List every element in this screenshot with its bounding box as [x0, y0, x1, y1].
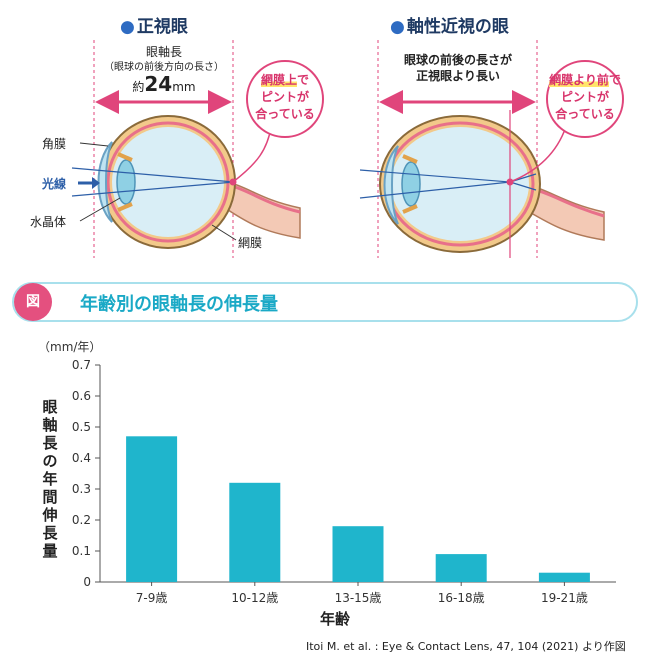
x-category-label: 10-12歳: [231, 591, 278, 605]
x-category-label: 7-9歳: [136, 591, 168, 605]
vitreous: [391, 127, 529, 241]
y-tick-label: 0: [83, 575, 91, 589]
myopic-eye-title: ● 軸性近視の眼: [390, 12, 509, 37]
normal-axial-length-label: 眼軸長 （眼球の前後方向の長さ） 約24mm: [94, 44, 234, 95]
vitreous: [112, 127, 224, 237]
light-label: 光線: [42, 177, 67, 191]
y-tick-label: 0.5: [72, 420, 91, 434]
normal-focus-callout: 網膜上で ピントが 合っている: [246, 60, 324, 138]
bar: [538, 572, 590, 582]
normal-eye: [71, 115, 301, 249]
x-axis-label: 年齢: [320, 610, 351, 628]
x-category-label: 19-21歳: [541, 591, 588, 605]
axial-length-note: （眼球の前後方向の長さ）: [104, 62, 224, 73]
ray-bottom: [71, 181, 235, 197]
x-category-label: 16-18歳: [438, 591, 485, 605]
y-tick-label: 0.7: [72, 358, 91, 372]
axial-length-value: 約24mm: [132, 72, 196, 96]
normal-eye-title: ● 正視眼: [120, 12, 188, 37]
cornea-label: 角膜: [42, 137, 67, 151]
y-tick-label: 0.2: [72, 513, 91, 527]
optic-nerve: [221, 181, 301, 239]
lens: [401, 161, 421, 207]
lens: [116, 159, 136, 205]
cornea: [97, 141, 113, 223]
lens-label: 水晶体: [30, 215, 67, 229]
bar: [126, 436, 178, 582]
bar: [332, 526, 384, 582]
ray-top: [71, 167, 235, 183]
y-tick-label: 0.3: [72, 482, 91, 496]
retina-label: 網膜: [238, 236, 263, 250]
myopic-focus-callout: 網膜より前で ピントが 合っている: [546, 60, 624, 138]
figure-badge: 図: [14, 283, 52, 321]
y-unit-label: （mm/年）: [38, 340, 102, 354]
bar: [229, 482, 281, 582]
myopic-axial-length-label: 眼球の前後の長さが 正視眼より長い: [378, 52, 538, 84]
section-title: 年齢別の眼軸長の伸長量: [80, 294, 278, 315]
myopic-eye: [359, 110, 605, 258]
y-tick-label: 0.1: [72, 544, 91, 558]
cornea: [383, 145, 399, 225]
y-axis-label: 眼軸長の年間伸長量: [42, 398, 58, 560]
measure-line-1: 眼球の前後の長さが: [403, 53, 512, 67]
y-tick-label: 0.4: [72, 451, 91, 465]
source-credit: Itoi M. et al. : Eye & Contact Lens, 47,…: [306, 640, 626, 653]
title-bullet: ●: [120, 17, 135, 37]
bar: [435, 554, 487, 582]
measure-line-2: 正視眼より長い: [416, 69, 500, 83]
eye-diagram: [71, 40, 605, 258]
axial-length-title: 眼軸長: [145, 45, 182, 59]
section-banner: [12, 282, 638, 322]
optic-nerve: [525, 185, 605, 241]
title-text: 正視眼: [136, 17, 188, 37]
title-text: 軸性近視の眼: [406, 17, 509, 37]
x-category-label: 13-15歳: [335, 591, 382, 605]
title-bullet: ●: [390, 17, 405, 37]
y-tick-label: 0.6: [72, 389, 91, 403]
